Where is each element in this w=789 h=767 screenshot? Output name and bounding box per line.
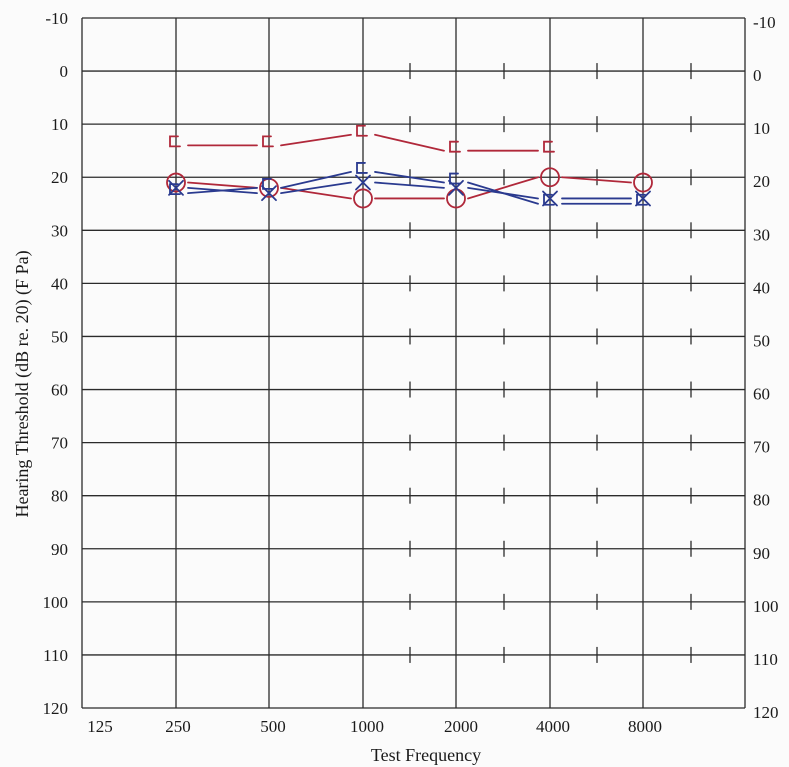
y-tick-label-right: 60 bbox=[753, 385, 770, 404]
y-tick-label-left: 0 bbox=[60, 62, 69, 81]
y-tick-label-left: 10 bbox=[51, 115, 68, 134]
y-tick-label-left: 30 bbox=[51, 221, 68, 240]
y-tick-label-left: 110 bbox=[43, 646, 68, 665]
x-tick-label: 4000 bbox=[536, 717, 570, 736]
y-tick-label-right: 100 bbox=[753, 597, 779, 616]
y-axis-right-labels: -10 0 10 20 30 40 50 60 70 80 90 100 110 120 bbox=[753, 13, 779, 722]
y-tick-label-right: 0 bbox=[753, 66, 762, 85]
data-point-circle bbox=[633, 172, 653, 193]
y-tick-label-right: 20 bbox=[753, 172, 770, 191]
y-tick-label-right: 10 bbox=[753, 119, 770, 138]
grid-layer bbox=[81, 17, 746, 709]
data-point-bracket bbox=[169, 135, 181, 148]
series-line bbox=[280, 133, 352, 147]
y-tick-label-left: 60 bbox=[51, 381, 68, 400]
y-tick-label-left: 90 bbox=[51, 540, 68, 559]
x-axis-title: Test Frequency bbox=[371, 745, 481, 765]
y-tick-label-right: 50 bbox=[753, 331, 770, 350]
series-line bbox=[280, 171, 352, 189]
data-point-circle bbox=[353, 188, 373, 209]
data-point-bracket bbox=[636, 193, 648, 206]
y-tick-label-left: 50 bbox=[51, 327, 68, 346]
y-tick-label-left: 70 bbox=[51, 434, 68, 453]
data-point-bracket bbox=[543, 140, 555, 153]
y-axis-left-labels: -10 0 10 20 30 40 50 60 70 80 90 100 110 120 bbox=[43, 9, 69, 718]
series-line bbox=[280, 186, 352, 200]
y-tick-label-left: 40 bbox=[51, 274, 68, 293]
y-tick-label-right: 30 bbox=[753, 225, 770, 244]
x-tick-label: 1000 bbox=[350, 717, 384, 736]
y-tick-label-right: 80 bbox=[753, 491, 770, 510]
y-tick-label-left: 120 bbox=[43, 699, 69, 718]
data-point-bracket bbox=[356, 124, 368, 137]
data-point-circle bbox=[540, 167, 560, 188]
y-tick-label-right: 110 bbox=[753, 650, 778, 669]
y-tick-label-left: -10 bbox=[45, 9, 68, 28]
y-tick-label-right: -10 bbox=[753, 13, 776, 32]
series-layer bbox=[166, 124, 653, 209]
series-line bbox=[374, 171, 445, 184]
data-point-x bbox=[542, 190, 558, 207]
series-line bbox=[561, 176, 632, 184]
series-line bbox=[280, 181, 352, 195]
y-tick-label-left: 100 bbox=[43, 593, 69, 612]
series-line bbox=[187, 181, 258, 189]
data-point-x bbox=[168, 179, 184, 196]
y-axis-title: Hearing Threshold (dB re. 20) (F Pa) bbox=[12, 250, 33, 517]
data-point-bracket bbox=[262, 177, 274, 190]
y-tick-label-right: 120 bbox=[753, 703, 779, 722]
data-point-bracket bbox=[169, 183, 181, 196]
x-axis-labels: 125 250 500 1000 2000 4000 8000 bbox=[87, 717, 662, 736]
y-tick-label-right: 70 bbox=[753, 438, 770, 457]
data-point-x bbox=[635, 190, 651, 207]
data-point-bracket bbox=[449, 172, 461, 185]
series-line bbox=[467, 181, 539, 205]
series-line bbox=[374, 133, 445, 152]
data-point-bracket bbox=[543, 193, 555, 206]
y-tick-label-left: 80 bbox=[51, 487, 68, 506]
series-line bbox=[187, 186, 258, 195]
y-tick-label-right: 90 bbox=[753, 544, 770, 563]
x-tick-label: 2000 bbox=[444, 717, 478, 736]
x-tick-label: 500 bbox=[260, 717, 286, 736]
series-line bbox=[467, 176, 539, 200]
y-tick-label-left: 20 bbox=[51, 168, 68, 187]
x-tick-label: 125 bbox=[87, 717, 113, 736]
x-tick-label: 250 bbox=[165, 717, 191, 736]
series-line bbox=[374, 181, 445, 189]
data-point-x bbox=[355, 174, 371, 191]
x-tick-label: 8000 bbox=[628, 717, 662, 736]
data-point-bracket bbox=[262, 135, 274, 148]
data-point-circle bbox=[446, 188, 466, 209]
series-0 bbox=[166, 167, 653, 209]
series-2 bbox=[169, 162, 648, 206]
data-point-bracket bbox=[356, 162, 368, 174]
y-tick-label-right: 40 bbox=[753, 278, 770, 297]
series-3 bbox=[169, 124, 555, 153]
data-point-bracket bbox=[449, 140, 461, 153]
data-point-circle bbox=[166, 172, 186, 193]
